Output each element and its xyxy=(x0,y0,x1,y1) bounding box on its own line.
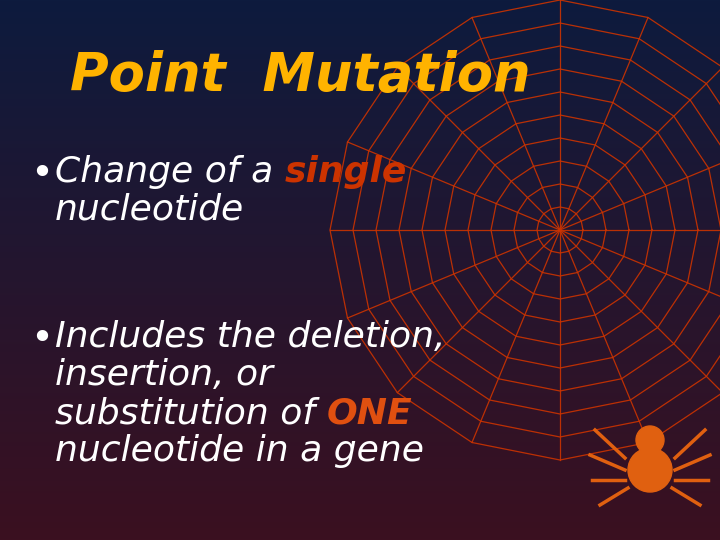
Circle shape xyxy=(636,426,664,454)
Text: substitution of: substitution of xyxy=(55,396,327,430)
Text: insertion, or: insertion, or xyxy=(55,358,273,392)
Text: •: • xyxy=(30,155,53,193)
Text: Point  Mutation: Point Mutation xyxy=(70,50,530,102)
Circle shape xyxy=(628,448,672,492)
Text: •: • xyxy=(30,320,53,358)
Text: single: single xyxy=(284,155,407,189)
Text: ONE: ONE xyxy=(327,396,413,430)
Text: nucleotide: nucleotide xyxy=(55,193,244,227)
Text: Change of a: Change of a xyxy=(55,155,284,189)
Text: Includes the deletion,: Includes the deletion, xyxy=(55,320,446,354)
Text: nucleotide in a gene: nucleotide in a gene xyxy=(55,434,424,468)
